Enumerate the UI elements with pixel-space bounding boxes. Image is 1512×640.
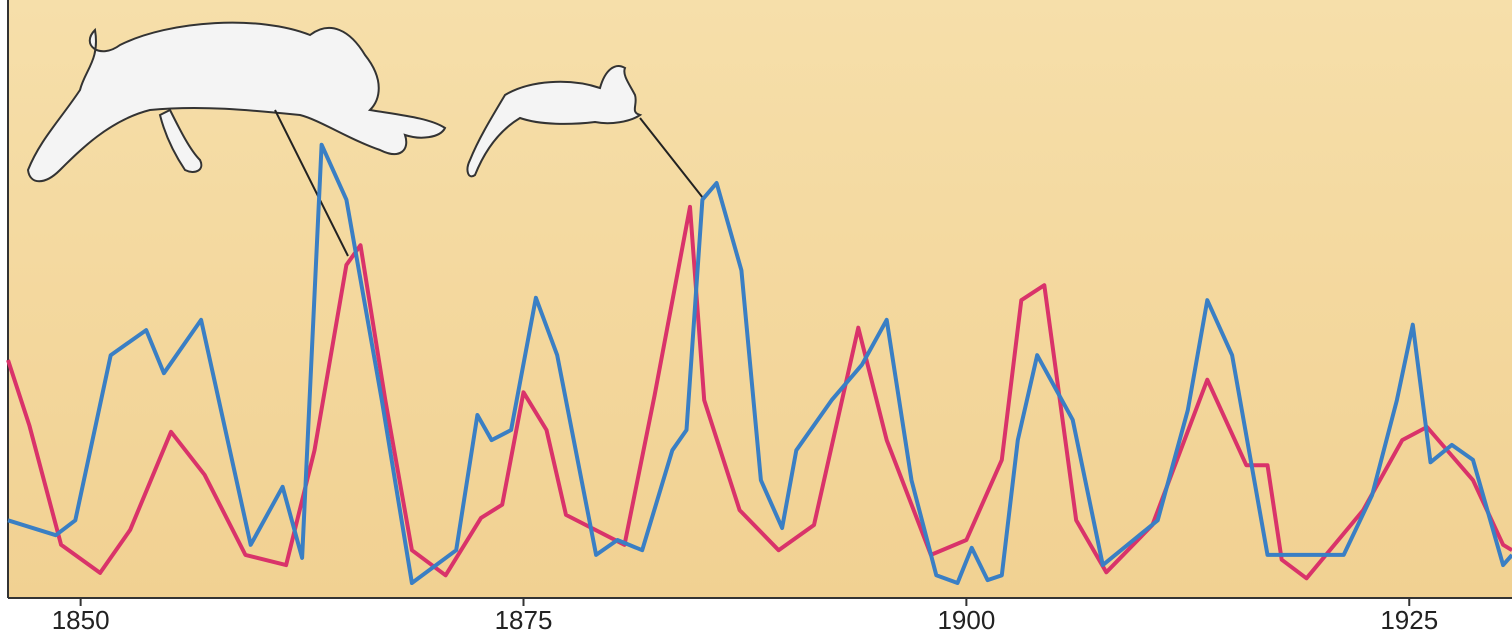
x-tick-label: 1875 — [495, 605, 553, 635]
series-line — [7, 142, 1512, 585]
lynx-leader-line — [274, 109, 349, 257]
series-line — [6, 204, 1512, 581]
hare-illustration — [466, 65, 643, 178]
hare-leader-line — [639, 117, 704, 199]
lynx-illustration — [26, 21, 447, 183]
x-tick-label: 1850 — [52, 605, 110, 635]
x-tick-label: 1900 — [937, 605, 995, 635]
x-tick-label: 1925 — [1380, 605, 1438, 635]
